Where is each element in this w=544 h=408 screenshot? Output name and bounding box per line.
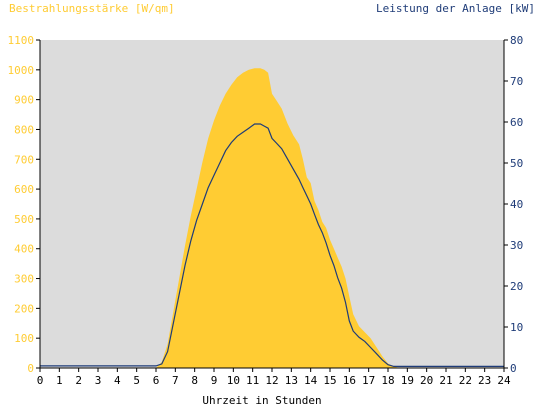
- x-tick-label: 21: [439, 374, 452, 387]
- right-axis-title: Leistung der Anlage [kW]: [376, 2, 535, 15]
- right-tick-label: 50: [510, 157, 523, 170]
- left-tick-label: 800: [14, 123, 34, 136]
- left-tick-label: 600: [14, 183, 34, 196]
- x-tick-label: 17: [362, 374, 375, 387]
- x-tick-label: 13: [285, 374, 298, 387]
- left-tick-label: 500: [14, 213, 34, 226]
- x-tick-label: 0: [37, 374, 44, 387]
- right-tick-label: 0: [510, 362, 517, 375]
- x-tick-label: 22: [459, 374, 472, 387]
- labels-layer: Bestrahlungsstärke [W/qm] Leistung der A…: [9, 2, 535, 407]
- x-tick-label: 18: [381, 374, 394, 387]
- x-tick-label: 7: [172, 374, 179, 387]
- series-layer: [40, 68, 504, 369]
- right-tick-label: 80: [510, 34, 523, 47]
- left-tick-label: 900: [14, 94, 34, 107]
- left-tick-label: 1000: [8, 64, 35, 77]
- axes-layer: 0100200300400500600700800900100011000102…: [8, 34, 524, 387]
- x-tick-label: 12: [265, 374, 278, 387]
- power-line: [40, 123, 504, 367]
- x-tick-label: 9: [211, 374, 218, 387]
- x-tick-label: 10: [227, 374, 240, 387]
- x-tick-label: 5: [133, 374, 140, 387]
- left-tick-label: 100: [14, 332, 34, 345]
- left-tick-label: 700: [14, 153, 34, 166]
- x-tick-label: 24: [497, 374, 511, 387]
- x-tick-label: 16: [343, 374, 356, 387]
- x-tick-label: 2: [75, 374, 82, 387]
- x-tick-label: 3: [95, 374, 102, 387]
- x-tick-label: 1: [56, 374, 63, 387]
- right-tick-label: 30: [510, 239, 523, 252]
- left-tick-label: 200: [14, 302, 34, 315]
- x-tick-label: 11: [246, 374, 259, 387]
- left-tick-label: 1100: [8, 34, 35, 47]
- x-axis-title: Uhrzeit in Stunden: [202, 394, 321, 407]
- x-tick-label: 15: [323, 374, 336, 387]
- left-tick-label: 400: [14, 243, 34, 256]
- left-axis-title: Bestrahlungsstärke [W/qm]: [9, 2, 175, 15]
- right-tick-label: 40: [510, 198, 523, 211]
- right-tick-label: 20: [510, 280, 523, 293]
- left-tick-label: 300: [14, 273, 34, 286]
- right-tick-label: 60: [510, 116, 523, 129]
- x-tick-label: 19: [401, 374, 414, 387]
- x-tick-label: 23: [478, 374, 491, 387]
- right-tick-label: 10: [510, 321, 523, 334]
- left-tick-label: 0: [27, 362, 34, 375]
- x-tick-label: 8: [191, 374, 198, 387]
- x-tick-label: 14: [304, 374, 318, 387]
- x-tick-label: 20: [420, 374, 433, 387]
- x-tick-label: 4: [114, 374, 121, 387]
- right-tick-label: 70: [510, 75, 523, 88]
- irradiance-area: [40, 68, 504, 369]
- x-tick-label: 6: [153, 374, 160, 387]
